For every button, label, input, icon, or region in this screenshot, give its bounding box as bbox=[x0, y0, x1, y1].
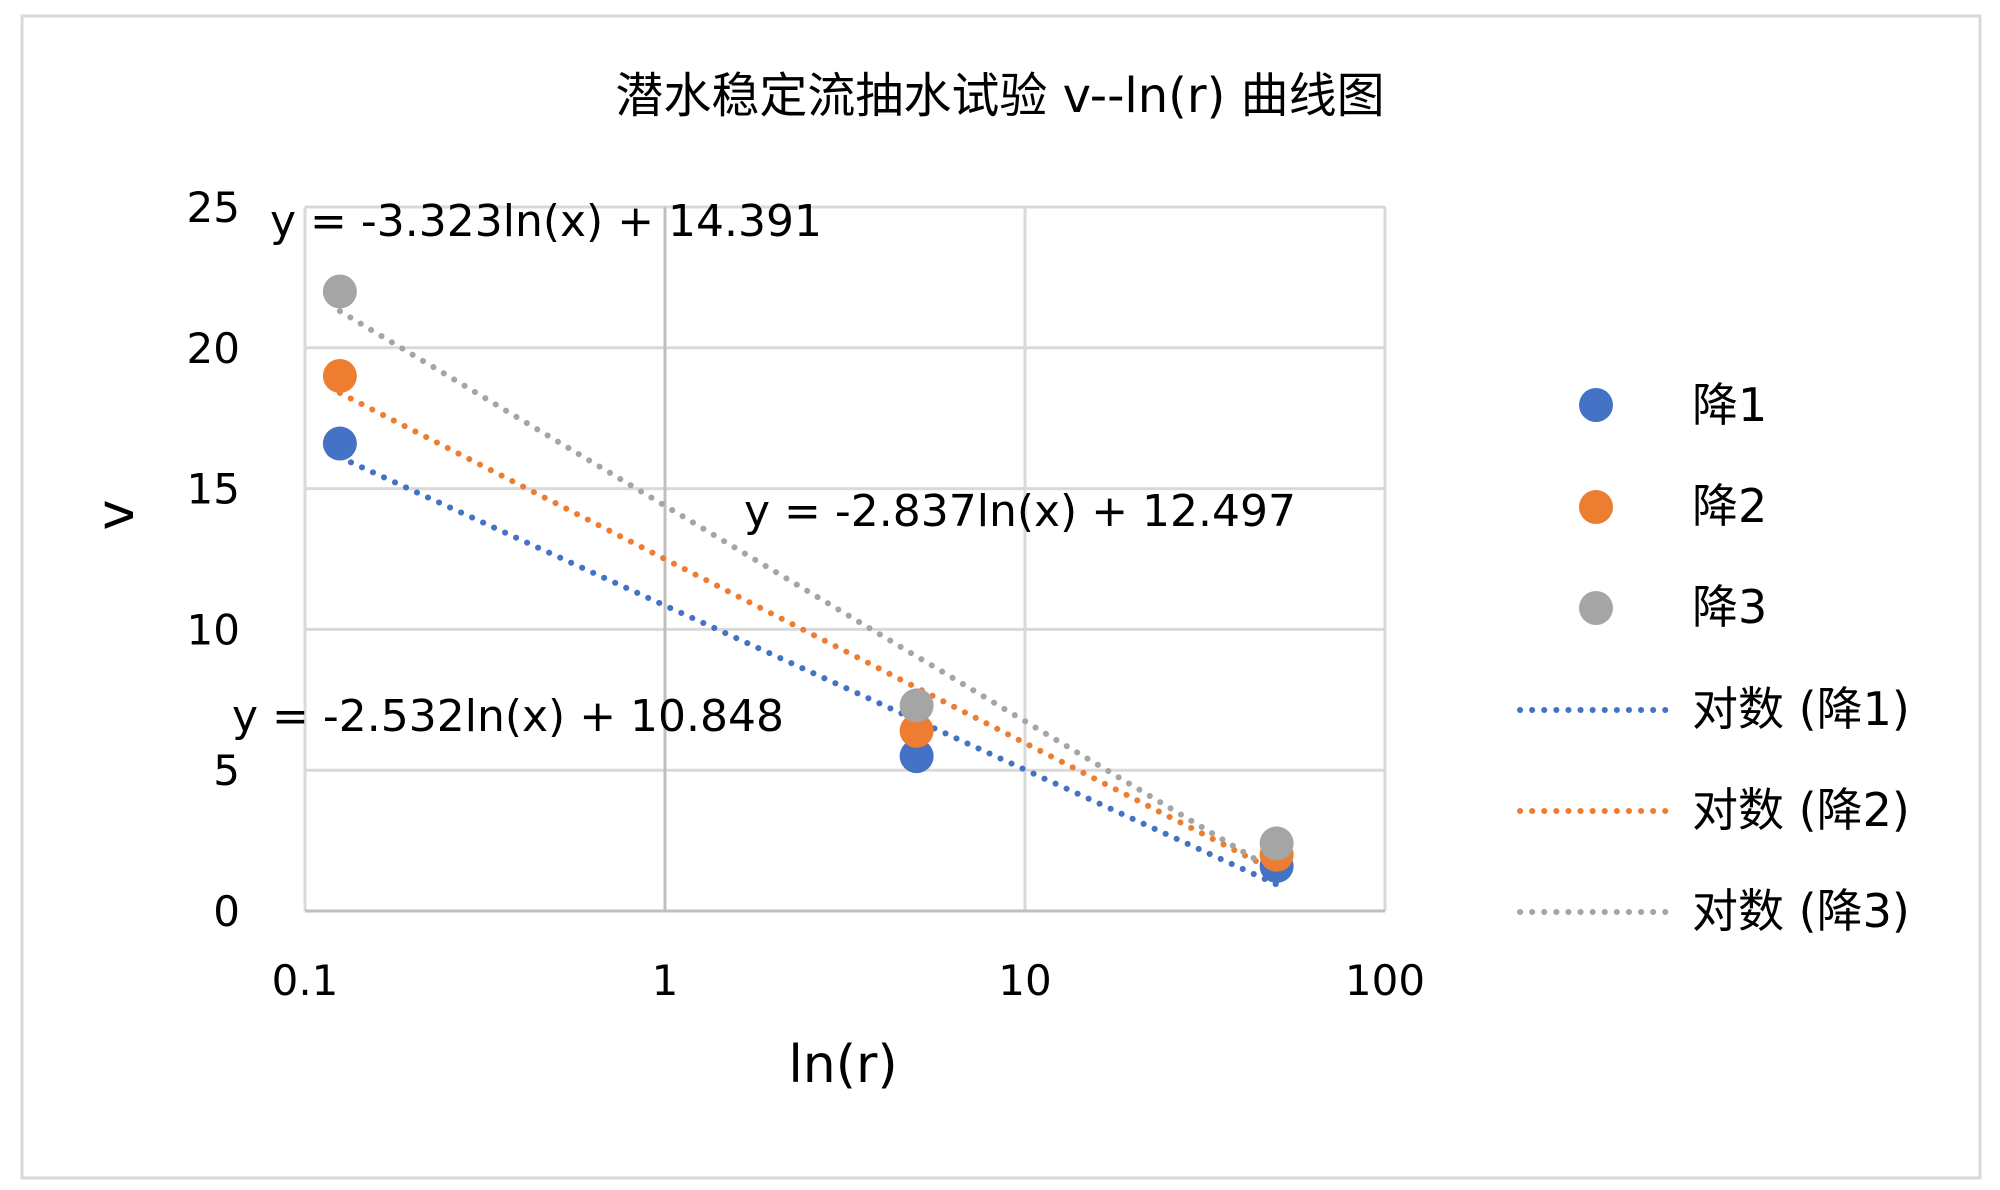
y-tick-label-25: 25 bbox=[187, 183, 240, 232]
x-tick-labels: 0.1 1 10 100 bbox=[272, 956, 1425, 1005]
chart-title: 潜水稳定流抽水试验 v--ln(r) 曲线图 bbox=[615, 68, 1384, 124]
legend-label-trend-2: 对数 (降2) bbox=[1692, 783, 1910, 837]
gridlines bbox=[303, 205, 1387, 913]
x-tick-label-1: 1 bbox=[652, 956, 679, 1005]
y-tick-label-15: 15 bbox=[187, 465, 240, 514]
y-tick-label-0: 0 bbox=[213, 887, 240, 936]
y-tick-label-10: 10 bbox=[187, 605, 240, 654]
x-tick-label-100: 100 bbox=[1345, 956, 1425, 1005]
legend-label-trend-3: 对数 (降3) bbox=[1692, 884, 1910, 938]
trend-equation-3: y = -3.323ln(x) + 14.391 bbox=[270, 196, 822, 247]
chart-border bbox=[20, 14, 1982, 1180]
legend-label-trend-1: 对数 (降1) bbox=[1692, 682, 1910, 736]
x-tick-label-0.1: 0.1 bbox=[272, 956, 339, 1005]
y-axis-label: v bbox=[86, 500, 146, 531]
data-point-series-2-2 bbox=[899, 713, 934, 748]
trend-equation-2: y = -2.837ln(x) + 12.497 bbox=[744, 486, 1296, 537]
y-tick-labels: 0 5 10 15 20 25 bbox=[187, 183, 240, 936]
legend-marker-series-3 bbox=[1579, 591, 1613, 625]
data-point-series-1-1 bbox=[322, 426, 357, 461]
data-point-series-3-2 bbox=[899, 688, 934, 723]
data-point-series-3-1 bbox=[322, 274, 357, 309]
data-point-series-3-3 bbox=[1259, 826, 1294, 861]
trendlines bbox=[336, 308, 1280, 888]
legend-marker-series-2 bbox=[1579, 490, 1613, 524]
trend-equation-1: y = -2.532ln(x) + 10.848 bbox=[232, 691, 784, 742]
data-point-series-1-2 bbox=[899, 739, 934, 774]
legend-label-series-1: 降1 bbox=[1692, 378, 1767, 432]
y-tick-label-5: 5 bbox=[213, 746, 240, 795]
legend-label-series-3: 降3 bbox=[1692, 580, 1767, 634]
x-tick-label-10: 10 bbox=[998, 956, 1051, 1005]
trendline-3 bbox=[336, 308, 1280, 875]
data-point-series-2-1 bbox=[322, 358, 357, 393]
data-points bbox=[322, 274, 1294, 883]
legend-label-series-2: 降2 bbox=[1692, 479, 1767, 533]
y-tick-label-20: 20 bbox=[187, 324, 240, 373]
legend: 降1 降2 降3 对数 (降1) 对数 (降2) 对数 (降3) bbox=[1517, 378, 1910, 938]
trendline-1 bbox=[336, 454, 1280, 888]
legend-marker-series-1 bbox=[1579, 388, 1613, 422]
x-axis-label: ln(r) bbox=[788, 1035, 897, 1095]
